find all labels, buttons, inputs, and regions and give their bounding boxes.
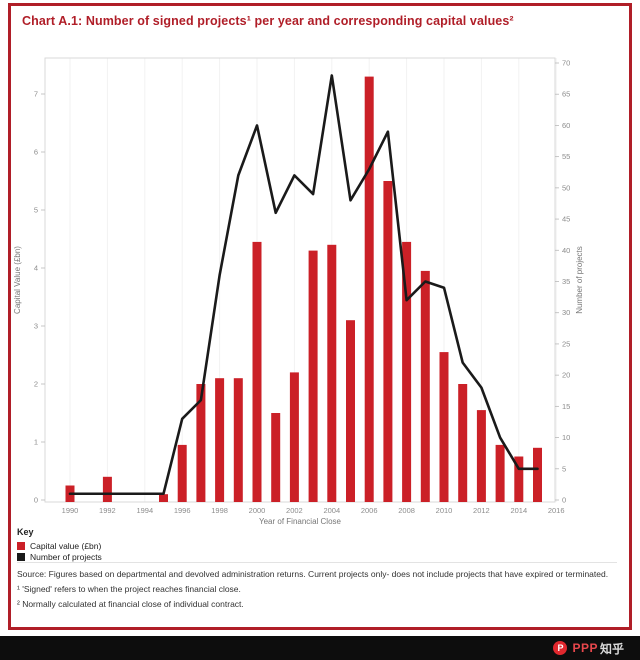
- key-heading: Key: [17, 527, 34, 537]
- bar-2005: [346, 320, 355, 502]
- left-axis-tick-label: 0: [34, 496, 38, 505]
- right-axis-tick-label: 30: [562, 308, 570, 317]
- x-tick-label: 1996: [174, 506, 191, 515]
- right-axis-tick-label: 0: [562, 496, 566, 505]
- bar-2009: [420, 270, 430, 502]
- bar-2001: [271, 413, 281, 502]
- bar-2013: [495, 444, 505, 502]
- x-tick-label: 2004: [323, 506, 340, 515]
- footnote-1: ¹ 'Signed' refers to when the project re…: [17, 583, 241, 594]
- chart-canvas: 0123456705101520253035404550556065701990…: [13, 57, 584, 526]
- right-axis-tick-label: 70: [562, 59, 570, 68]
- left-axis-tick-label: 4: [34, 264, 38, 273]
- x-tick-label: 1994: [136, 506, 153, 515]
- bar-2012: [476, 410, 486, 502]
- x-axis-title: Year of Financial Close: [259, 517, 342, 526]
- footnote-2: ² Normally calculated at financial close…: [17, 598, 244, 609]
- x-tick-label: 2006: [361, 506, 378, 515]
- bar-1992: [102, 476, 112, 502]
- chart-title: Chart A.1: Number of signed projects¹ pe…: [22, 14, 514, 28]
- left-axis-tick-label: 1: [34, 438, 38, 447]
- watermark-bar: P PPP 知乎: [0, 636, 640, 660]
- left-axis-tick-label: 6: [34, 148, 38, 157]
- bar-2002: [289, 372, 299, 502]
- right-axis-tick-label: 25: [562, 339, 570, 348]
- x-tick-label: 1990: [62, 506, 79, 515]
- capital-value-swatch: [17, 541, 25, 550]
- right-axis-tick-label: 20: [562, 371, 570, 380]
- bar-2014: [514, 456, 524, 502]
- right-axis-tick-label: 55: [562, 152, 570, 161]
- x-tick-label: 2016: [548, 506, 565, 515]
- bar-2008: [402, 241, 412, 502]
- plot-border: [44, 57, 556, 503]
- watermark-suffix: 知乎: [599, 641, 624, 656]
- bar-2011: [458, 384, 468, 502]
- right-axis-title: Number of projects: [575, 246, 584, 314]
- key-item-capital-value: Capital value (£bn): [17, 540, 102, 551]
- x-tick-label: 2000: [249, 506, 266, 515]
- bar-1995: [159, 494, 168, 502]
- bar-2006: [364, 76, 374, 502]
- key-item-number-of-projects: Number of projects: [17, 551, 102, 562]
- x-tick-label: 2002: [286, 506, 303, 515]
- right-axis-tick-label: 5: [562, 464, 566, 473]
- notes-block: Source: Figures based on departmental an…: [17, 562, 617, 612]
- bar-2007: [383, 181, 393, 502]
- number-of-projects-swatch: [17, 552, 25, 561]
- x-tick-label: 2010: [436, 506, 453, 515]
- left-axis-tick-label: 5: [34, 206, 38, 215]
- left-axis-tick-label: 3: [34, 322, 38, 331]
- key-item-label: Capital value (£bn): [30, 540, 102, 551]
- left-axis-tick-label: 2: [34, 380, 38, 389]
- key-item-label: Number of projects: [30, 551, 102, 562]
- bar-1997: [196, 384, 206, 502]
- bar-2015: [533, 447, 542, 502]
- right-axis-tick-label: 10: [562, 433, 570, 442]
- x-tick-label: 1992: [99, 506, 116, 515]
- bar-1998: [215, 378, 225, 502]
- chart-a1-panel: Chart A.1: Number of signed projects¹ pe…: [8, 3, 632, 630]
- x-tick-label: 1998: [211, 506, 228, 515]
- bar-1996: [177, 444, 187, 502]
- right-axis-tick-label: 65: [562, 90, 570, 99]
- right-axis-tick-label: 35: [562, 277, 570, 286]
- left-axis-tick-label: 7: [34, 90, 38, 99]
- right-axis-tick-label: 60: [562, 121, 570, 130]
- right-axis-tick-label: 45: [562, 215, 570, 224]
- bar-2010: [439, 352, 449, 502]
- projects-line: [68, 74, 539, 496]
- right-axis-tick-label: 15: [562, 402, 570, 411]
- bar-2004: [327, 244, 337, 503]
- left-axis-title: Capital Value (£bn): [13, 246, 22, 314]
- source-note: Source: Figures based on departmental an…: [17, 569, 609, 579]
- bar-2000: [252, 241, 262, 502]
- right-axis-tick-label: 50: [562, 183, 570, 192]
- x-tick-label: 2012: [473, 506, 490, 515]
- watermark-brand: PPP: [572, 641, 598, 655]
- bar-2003: [308, 250, 318, 502]
- ppp-zhihu-logo: P: [553, 641, 568, 655]
- bar-1999: [233, 378, 243, 502]
- x-tick-label: 2008: [398, 506, 415, 515]
- right-axis-tick-label: 40: [562, 246, 570, 255]
- chart-key: Key Capital value (£bn) Number of projec…: [17, 527, 102, 562]
- x-tick-label: 2014: [510, 506, 527, 515]
